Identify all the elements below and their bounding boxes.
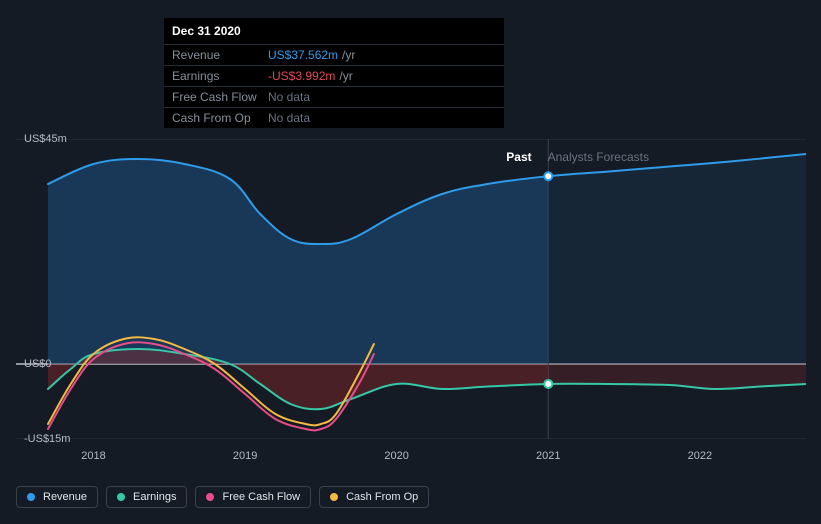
legend-item-cash_from_op[interactable]: Cash From Op (319, 486, 429, 508)
tooltip-suffix: /yr (342, 48, 355, 62)
period-past-label: Past (506, 150, 531, 164)
period-labels: Past Analysts Forecasts (506, 150, 649, 164)
tooltip-row: RevenueUS$37.562m/yr (164, 44, 504, 65)
legend-item-revenue[interactable]: Revenue (16, 486, 98, 508)
legend-dot (330, 493, 338, 501)
legend-label: Free Cash Flow (222, 491, 300, 503)
tooltip-label: Earnings (172, 69, 268, 83)
legend-item-free_cash_flow[interactable]: Free Cash Flow (195, 486, 311, 508)
plot-area[interactable] (16, 139, 806, 439)
legend-dot (27, 493, 35, 501)
tooltip-value: -US$3.992m (268, 69, 335, 83)
tooltip-label: Free Cash Flow (172, 90, 268, 104)
tooltip-row: Earnings-US$3.992m/yr (164, 65, 504, 86)
legend-dot (117, 493, 125, 501)
y-axis-label: US$45m (24, 133, 67, 145)
tooltip-label: Revenue (172, 48, 268, 62)
legend-item-earnings[interactable]: Earnings (106, 486, 187, 508)
tooltip-date: Dec 31 2020 (164, 18, 504, 44)
x-axis-label: 2020 (384, 450, 408, 462)
tooltip-suffix: /yr (339, 69, 352, 83)
y-axis-label: -US$15m (24, 433, 70, 445)
tooltip-label: Cash From Op (172, 111, 268, 125)
tooltip-value: No data (268, 111, 310, 125)
legend-label: Cash From Op (346, 491, 418, 503)
chart-tooltip: Dec 31 2020 RevenueUS$37.562m/yrEarnings… (164, 18, 504, 128)
chart-legend: Revenue Earnings Free Cash Flow Cash From O… (16, 486, 429, 508)
x-axis-label: 2018 (81, 450, 105, 462)
y-axis-label: US$0 (24, 358, 52, 370)
financials-chart: US$45m US$0 -US$15m 2018 2019 2020 2021 2022 (16, 125, 806, 475)
period-forecast-label: Analysts Forecasts (548, 150, 649, 164)
tooltip-value: US$37.562m (268, 48, 338, 62)
legend-label: Revenue (43, 491, 87, 503)
x-axis-label: 2019 (233, 450, 257, 462)
x-axis-label: 2022 (688, 450, 712, 462)
tooltip-row: Free Cash FlowNo data (164, 86, 504, 107)
legend-dot (206, 493, 214, 501)
x-axis-label: 2021 (536, 450, 560, 462)
legend-label: Earnings (133, 491, 176, 503)
tooltip-value: No data (268, 90, 310, 104)
